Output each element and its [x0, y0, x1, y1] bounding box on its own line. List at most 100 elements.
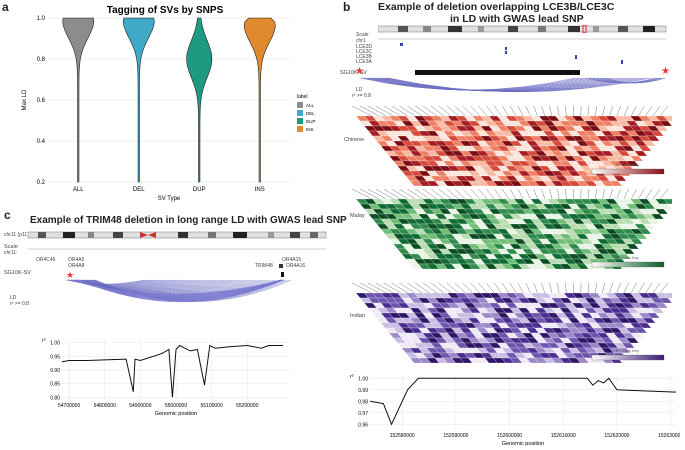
line-xtick-label: 54700000	[58, 403, 80, 409]
heatmap-label-chinese: Chinese	[344, 137, 365, 143]
panel-b-chrom-label: chr1	[356, 38, 366, 44]
heatmap-fan-line	[525, 283, 531, 294]
panel-c-ld-threshold: r² >= 0.8	[10, 301, 29, 307]
heatmap-fan-line	[391, 189, 409, 200]
heatmap-fan-line	[478, 106, 488, 117]
heatmap-indian	[352, 283, 672, 364]
heatmap-fan-line	[517, 106, 524, 117]
heatmap-fan-line	[359, 189, 380, 200]
heatmap-fan-line	[367, 106, 387, 117]
heatmap-fan-line	[454, 283, 466, 294]
line-ytick-label: 1.00	[358, 376, 368, 382]
violin-ins	[243, 17, 276, 183]
panel-b-ld-label: LD	[356, 87, 363, 93]
violin-ytick-label: 0.4	[37, 139, 46, 145]
heatmap-chinese	[352, 106, 672, 187]
violin-xlabel: SV Type	[158, 196, 181, 202]
heatmap-cell	[650, 130, 664, 137]
heatmap-cell	[630, 155, 644, 162]
heatmap-fan-line	[407, 106, 423, 117]
heatmap-fan-line	[462, 106, 473, 117]
line-series	[369, 377, 677, 426]
heatmap-fan-line	[595, 106, 598, 117]
panel-b-ideogram	[378, 25, 667, 33]
heatmap-fan-line	[501, 283, 509, 294]
heatmap-fan-line	[509, 283, 517, 294]
heatmap-cell	[634, 327, 648, 334]
heatmap-fan-line	[486, 283, 495, 294]
violin-ylabel: Max LD	[22, 89, 28, 110]
violin-del	[122, 17, 155, 183]
violin-legend-label: ALL	[306, 103, 315, 108]
color-key-chinese	[591, 168, 665, 175]
panel-b-gene-lce3b: LCE3B	[356, 54, 372, 60]
heatmap-cell	[642, 317, 656, 324]
heatmap-fan-line	[517, 283, 524, 294]
panel-b-sv-bar	[415, 70, 580, 75]
violin-xtick-label: DEL	[133, 187, 145, 193]
violin-title: Tagging of SVs by SNPS	[107, 5, 224, 16]
heatmap-fan-line	[659, 283, 669, 294]
heatmap-fan-line	[399, 189, 416, 200]
heatmap-fan-line	[446, 106, 459, 117]
panel-c-ld-arcs	[65, 279, 292, 303]
heatmap-fan-line	[533, 283, 538, 294]
heatmap-fan-line	[541, 283, 545, 294]
line-ylabel: r²	[42, 338, 46, 344]
heatmap-fan-line	[638, 283, 645, 294]
heatmap-fan-line	[525, 106, 531, 117]
heatmap-fan-line	[557, 106, 560, 117]
heatmap-cell	[613, 175, 627, 182]
line-xtick-label: 152610000	[551, 433, 576, 439]
heatmap-fan-line	[565, 283, 567, 294]
heatmap-fan-line	[375, 189, 394, 200]
heatmap-cell	[655, 302, 669, 309]
panel-b-title-1: Example of deletion overlapping LCE3B/LC…	[378, 1, 615, 13]
color-key-chinese-label: R² Color Key	[616, 162, 639, 167]
line-xlabel: Genomic position	[502, 441, 545, 447]
heatmap-fan-line	[446, 283, 459, 294]
heatmap-fan-line	[352, 283, 373, 294]
line-plot-area	[370, 376, 676, 430]
heatmap-cell	[663, 292, 672, 299]
heatmap-fan-line	[415, 189, 430, 200]
panel-c-title: Example of TRIM48 deletion in long range…	[30, 215, 347, 226]
heatmap-fan-line	[399, 283, 416, 294]
panel-c-gene-or4a16: OR4A16	[286, 263, 306, 269]
line-xtick-label: 55200000	[236, 403, 258, 409]
heatmap-fan-line	[602, 106, 605, 117]
heatmap-cell	[650, 307, 664, 314]
color-key-indian-label: R² Color Key	[616, 348, 639, 353]
heatmap-fan-line	[587, 189, 590, 200]
heatmap-fan-line	[602, 189, 605, 200]
heatmap-fan-line	[587, 106, 590, 117]
heatmap-fan-line	[631, 189, 637, 200]
panel-b-ld-arcs	[359, 77, 666, 93]
heatmap-fan-line	[623, 283, 629, 294]
violin-xtick-label: ALL	[73, 187, 84, 193]
heatmap-fan-line	[565, 189, 567, 200]
heatmap-cell	[638, 322, 652, 329]
violin-ytick-label: 1.0	[37, 16, 46, 22]
panel-c-trim48-box	[279, 264, 283, 268]
heatmap-malay	[352, 189, 672, 270]
panel-b-star-right-icon: ★	[661, 66, 670, 77]
heatmap-fan-line	[616, 189, 621, 200]
panel-c-sv-label: SG10K-SV	[4, 270, 31, 276]
heatmap-cell	[617, 253, 631, 260]
heatmap-fan-line	[525, 189, 531, 200]
violin-xtick-label: DUP	[193, 187, 206, 193]
heatmap-fan-line	[438, 189, 452, 200]
heatmap-fan-line	[423, 283, 437, 294]
heatmap-cell	[609, 180, 623, 187]
heatmap-fan-line	[638, 106, 645, 117]
panel-c-letter: c	[4, 208, 11, 222]
line-series	[61, 344, 283, 398]
heatmap-fan-line	[423, 189, 437, 200]
heatmap-fan-line	[446, 189, 459, 200]
heatmap-fan-line	[415, 106, 430, 117]
heatmap-cell	[634, 150, 648, 157]
heatmap-fan-line	[659, 189, 669, 200]
line-ylabel: r²	[350, 374, 354, 380]
violin-legend-swatch	[297, 118, 303, 124]
